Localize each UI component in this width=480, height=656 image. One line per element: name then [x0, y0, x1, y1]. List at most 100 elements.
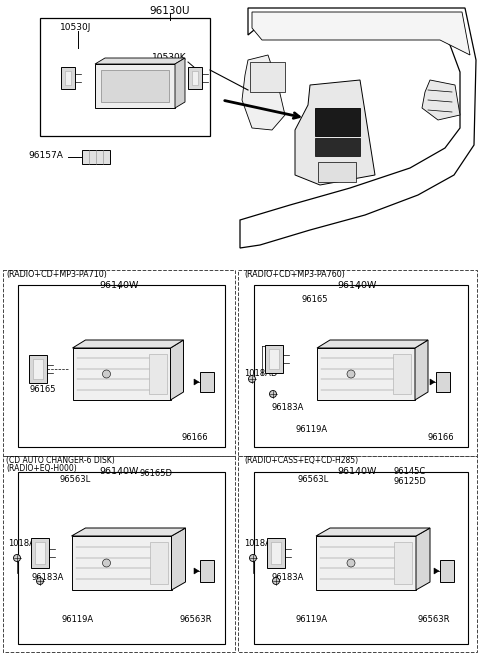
Polygon shape [194, 379, 199, 385]
Bar [200, 560, 214, 582]
Bar [3, 270, 235, 456]
Text: 96145C: 96145C [393, 468, 425, 476]
Text: 96119A: 96119A [296, 615, 328, 625]
Circle shape [103, 559, 110, 567]
Text: 96563L: 96563L [60, 476, 91, 485]
Bar [394, 542, 412, 584]
Text: 96183A: 96183A [32, 573, 64, 583]
Text: 96183A: 96183A [272, 573, 304, 583]
Bar [29, 355, 47, 383]
Bar [61, 67, 75, 89]
Text: 96165: 96165 [30, 386, 57, 394]
Text: 96166: 96166 [428, 432, 455, 441]
Bar [40, 18, 210, 136]
Polygon shape [416, 528, 430, 590]
Bar [18, 285, 225, 447]
Bar [250, 62, 285, 92]
Polygon shape [171, 528, 185, 590]
Circle shape [273, 577, 279, 584]
Text: 96157A: 96157A [28, 150, 63, 159]
Bar [238, 456, 477, 652]
Bar [254, 285, 468, 447]
Bar [149, 542, 168, 584]
Bar [317, 348, 415, 400]
Text: (RADIO+CASS+EQ+CD-H285): (RADIO+CASS+EQ+CD-H285) [244, 455, 358, 464]
Text: 96563L: 96563L [298, 476, 329, 485]
Bar [101, 70, 169, 102]
Polygon shape [175, 58, 185, 108]
Text: (RADIO+EQ-H000): (RADIO+EQ-H000) [6, 464, 77, 474]
Bar [65, 71, 71, 85]
Text: 96166: 96166 [182, 432, 209, 441]
Text: 96119A: 96119A [296, 426, 328, 434]
Polygon shape [72, 340, 183, 348]
Text: 96125D: 96125D [393, 478, 426, 487]
Polygon shape [434, 568, 439, 574]
Text: 96140W: 96140W [338, 281, 377, 291]
Bar [436, 372, 450, 392]
Text: 96130U: 96130U [150, 6, 190, 16]
Polygon shape [422, 80, 460, 120]
Bar [267, 538, 285, 568]
Text: 96183A: 96183A [272, 403, 304, 413]
Polygon shape [252, 12, 470, 55]
Polygon shape [72, 528, 185, 536]
Text: 96165: 96165 [302, 295, 328, 304]
Polygon shape [194, 568, 199, 574]
Circle shape [103, 370, 110, 378]
Polygon shape [242, 55, 285, 130]
Text: 10530J: 10530J [60, 24, 91, 33]
Text: (CD AUTO CHANGER-6 DISK): (CD AUTO CHANGER-6 DISK) [6, 455, 115, 464]
Text: 96563R: 96563R [418, 615, 451, 625]
Text: 96119A: 96119A [62, 615, 94, 625]
Polygon shape [316, 528, 430, 536]
Text: (RADIO+CD+MP3-PA760): (RADIO+CD+MP3-PA760) [244, 270, 345, 279]
Polygon shape [170, 340, 183, 400]
Polygon shape [415, 340, 428, 400]
Text: (RADIO+CD+MP3-PA710): (RADIO+CD+MP3-PA710) [6, 270, 107, 279]
Bar [35, 542, 45, 564]
Text: 1018AD: 1018AD [244, 539, 277, 548]
Text: 96563R: 96563R [180, 615, 213, 625]
Bar [271, 542, 281, 564]
Bar [316, 536, 416, 590]
Polygon shape [240, 8, 476, 248]
Bar [440, 560, 454, 582]
Text: 96140W: 96140W [338, 468, 377, 476]
Bar [18, 472, 225, 644]
Text: 96140W: 96140W [99, 468, 139, 476]
Text: 96165D: 96165D [140, 468, 173, 478]
Polygon shape [430, 379, 435, 385]
Circle shape [250, 554, 256, 562]
Circle shape [347, 370, 355, 378]
Polygon shape [317, 340, 428, 348]
Bar [72, 536, 171, 590]
Bar [393, 354, 411, 394]
Circle shape [249, 375, 255, 382]
Circle shape [36, 577, 44, 584]
Bar [265, 345, 283, 373]
Text: 96140W: 96140W [99, 281, 139, 291]
Bar [315, 108, 360, 136]
Polygon shape [295, 80, 375, 185]
Bar [200, 372, 214, 392]
Text: 1018AD: 1018AD [244, 369, 277, 377]
Bar [269, 349, 279, 369]
Bar [318, 162, 356, 182]
Circle shape [13, 554, 21, 562]
Bar [33, 359, 43, 379]
Bar [95, 64, 175, 108]
Bar [192, 71, 198, 85]
Bar [148, 354, 167, 394]
Bar [3, 456, 235, 652]
Bar [254, 472, 468, 644]
Bar [82, 150, 110, 164]
Bar [315, 138, 360, 156]
Bar [72, 348, 170, 400]
Bar [188, 67, 202, 89]
Circle shape [347, 559, 355, 567]
Bar [238, 270, 477, 456]
Text: 1018AD: 1018AD [8, 539, 41, 548]
Circle shape [269, 390, 276, 398]
Bar [31, 538, 49, 568]
